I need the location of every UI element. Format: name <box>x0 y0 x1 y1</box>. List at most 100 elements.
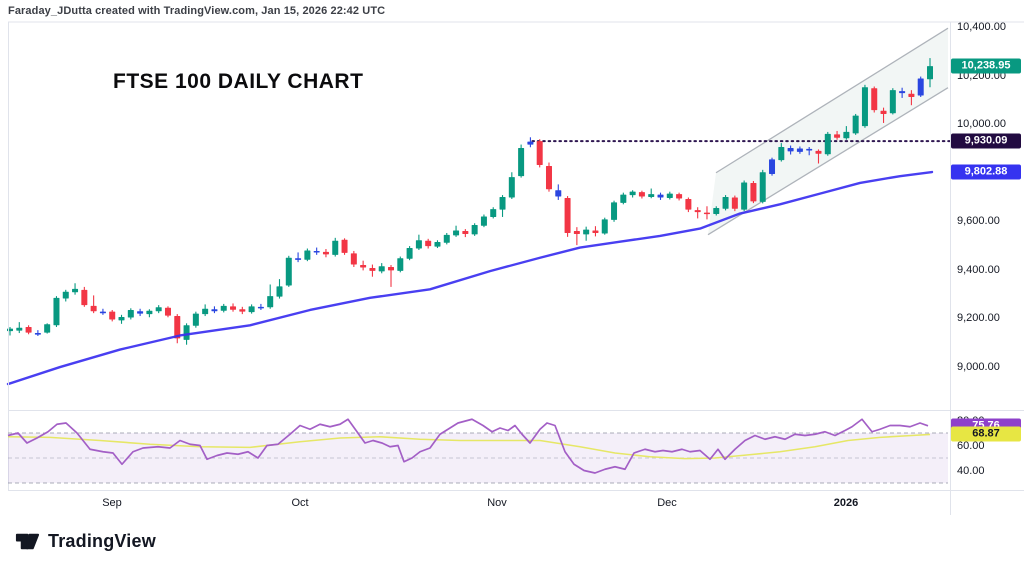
candle-body[interactable] <box>880 110 887 114</box>
candle-body[interactable] <box>629 191 636 196</box>
candle-body[interactable] <box>332 240 339 255</box>
candle-body[interactable] <box>555 190 562 197</box>
candle-body[interactable] <box>257 306 264 309</box>
candle-body[interactable] <box>239 309 246 312</box>
candle-body[interactable] <box>248 306 255 313</box>
candle-body[interactable] <box>787 147 794 152</box>
candle-body[interactable] <box>908 93 915 97</box>
candle-body[interactable] <box>573 231 580 234</box>
candle-body[interactable] <box>146 310 153 315</box>
candle-body[interactable] <box>508 177 515 198</box>
candle-body[interactable] <box>731 197 738 209</box>
candle-body[interactable] <box>480 216 487 226</box>
candle-body[interactable] <box>834 134 841 138</box>
candle-body[interactable] <box>397 258 404 271</box>
candle-body[interactable] <box>285 257 292 286</box>
candle-body[interactable] <box>722 197 729 209</box>
candle-body[interactable] <box>295 258 302 260</box>
candle-body[interactable] <box>899 91 906 94</box>
candle-body[interactable] <box>118 317 125 321</box>
candle-body[interactable] <box>453 230 460 236</box>
candle-body[interactable] <box>313 250 320 253</box>
candle-body[interactable] <box>44 324 51 333</box>
candle-body[interactable] <box>694 210 701 213</box>
candle-body[interactable] <box>592 230 599 233</box>
candle-body[interactable] <box>443 234 450 243</box>
candle-body[interactable] <box>53 297 60 326</box>
candle-body[interactable] <box>267 296 274 308</box>
candle-body[interactable] <box>406 248 413 259</box>
rsi-line[interactable] <box>7 418 929 474</box>
candle-body[interactable] <box>545 165 552 190</box>
candle-body[interactable] <box>713 207 720 215</box>
candle-body[interactable] <box>34 333 41 335</box>
candle-body[interactable] <box>927 66 933 80</box>
candle-body[interactable] <box>220 305 227 311</box>
candle-body[interactable] <box>666 193 673 199</box>
candle-body[interactable] <box>415 240 422 249</box>
candle-body[interactable] <box>276 286 283 297</box>
candle-body[interactable] <box>99 311 106 314</box>
candle-body[interactable] <box>72 288 79 293</box>
candle-body[interactable] <box>25 326 32 333</box>
candle-body[interactable] <box>583 229 590 235</box>
candle-body[interactable] <box>917 78 924 96</box>
candle-body[interactable] <box>564 198 571 233</box>
candle-body[interactable] <box>304 250 311 260</box>
candle-body[interactable] <box>350 253 357 265</box>
candle-body[interactable] <box>425 240 432 247</box>
candle-body[interactable] <box>62 291 69 299</box>
candle-body[interactable] <box>889 90 896 114</box>
candle-body[interactable] <box>685 198 692 210</box>
candle-body[interactable] <box>611 202 618 220</box>
candle-body[interactable] <box>90 305 97 312</box>
candle-body[interactable] <box>434 241 441 247</box>
candle-body[interactable] <box>127 309 134 318</box>
candle-body[interactable] <box>769 159 776 174</box>
candle-body[interactable] <box>778 146 785 161</box>
candle-body[interactable] <box>527 141 534 145</box>
candle-body[interactable] <box>620 194 627 203</box>
candle-body[interactable] <box>806 148 813 151</box>
candle-body[interactable] <box>341 239 348 253</box>
candle-body[interactable] <box>164 307 171 316</box>
trend-channel-lower-line[interactable] <box>707 87 949 236</box>
candle-body[interactable] <box>750 182 757 202</box>
candle-body[interactable] <box>230 306 237 310</box>
candle-body[interactable] <box>322 251 329 255</box>
candle-body[interactable] <box>7 328 13 332</box>
candle-body[interactable] <box>815 150 822 154</box>
candle-body[interactable] <box>378 266 385 272</box>
candle-body[interactable] <box>192 313 199 326</box>
candle-body[interactable] <box>490 209 497 217</box>
candle-body[interactable] <box>871 88 878 111</box>
candle-body[interactable] <box>852 115 859 134</box>
trend-channel-upper-line[interactable] <box>715 27 949 174</box>
candle-body[interactable] <box>741 182 748 210</box>
candle-body[interactable] <box>109 311 116 320</box>
candle-body[interactable] <box>676 194 683 199</box>
candle-body[interactable] <box>174 316 181 339</box>
tradingview-logo[interactable]: TradingView <box>14 528 156 555</box>
candle-body[interactable] <box>81 289 88 306</box>
candle-body[interactable] <box>388 266 395 271</box>
candle-body[interactable] <box>638 192 645 197</box>
candle-body[interactable] <box>824 133 831 155</box>
candle-body[interactable] <box>703 212 710 215</box>
candle-body[interactable] <box>471 224 478 235</box>
candle-body[interactable] <box>155 307 162 312</box>
candle-body[interactable] <box>648 194 655 198</box>
candle-body[interactable] <box>518 147 525 177</box>
candle-body[interactable] <box>183 325 190 340</box>
candle-body[interactable] <box>211 309 218 312</box>
candle-body[interactable] <box>137 311 144 314</box>
candle-body[interactable] <box>657 194 664 198</box>
candle-body[interactable] <box>843 131 850 139</box>
candle-body[interactable] <box>601 219 608 234</box>
candle-body[interactable] <box>536 141 543 165</box>
candle-body[interactable] <box>16 327 23 331</box>
candle-body[interactable] <box>462 231 469 234</box>
candle-body[interactable] <box>861 87 868 127</box>
candle-body[interactable] <box>360 265 367 268</box>
